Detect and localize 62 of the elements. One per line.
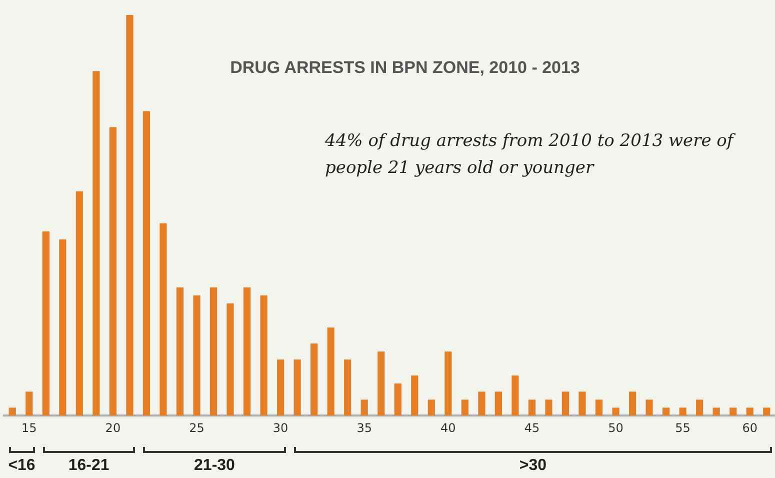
bar (696, 400, 704, 416)
bar (444, 352, 452, 416)
bar (646, 400, 653, 416)
bar (294, 360, 301, 416)
x-tick-label: 40 (440, 420, 456, 435)
bar (360, 400, 368, 416)
bar (243, 287, 251, 416)
bar (109, 127, 116, 416)
bar (277, 360, 284, 416)
bar (394, 384, 402, 416)
bar (8, 408, 16, 416)
bar (26, 392, 33, 416)
bar (176, 287, 184, 416)
bar (310, 343, 318, 416)
bar (763, 408, 770, 416)
bar (679, 408, 686, 416)
text: <16 (7, 457, 36, 475)
bar (746, 408, 754, 416)
bar (160, 223, 167, 416)
bar (76, 191, 83, 416)
text: DRUG ARRESTS IN BPN ZONE, 2010 - 2013 (229, 58, 581, 78)
x-tick-label: 20 (105, 420, 121, 435)
x-tick-label: 50 (608, 420, 624, 435)
text: >30 (518, 457, 548, 475)
bar (428, 400, 435, 416)
x-tick-label: 45 (524, 420, 540, 435)
bar (578, 392, 586, 416)
x-tick-label: 35 (356, 420, 372, 435)
x-tick-label: 30 (272, 420, 288, 435)
x-tick-label: 55 (675, 420, 690, 435)
bar (142, 111, 150, 416)
bar (92, 71, 100, 416)
bar (478, 392, 486, 416)
bar (461, 400, 468, 416)
bar (712, 408, 720, 416)
bar (545, 400, 552, 416)
bar (662, 408, 670, 416)
bar (193, 295, 200, 416)
bar (327, 327, 334, 416)
bar (528, 400, 536, 416)
bar (512, 376, 519, 416)
text: 16-21 (68, 457, 110, 474)
bar (344, 360, 352, 416)
text: 44% of drug arrests from 2010 to 2013 were of people 21 years old or younger (325, 130, 735, 180)
bar (260, 295, 268, 416)
bar (210, 287, 218, 416)
bar (612, 408, 620, 416)
bar (595, 400, 603, 416)
x-tick-label: 15 (22, 420, 37, 435)
bar (42, 231, 50, 416)
bar (59, 239, 66, 416)
bar (378, 352, 385, 416)
x-tick-label: 60 (742, 420, 758, 435)
bar (494, 392, 502, 416)
bar (226, 303, 234, 416)
x-tick-label: 25 (189, 420, 204, 435)
bar (730, 408, 737, 416)
bar (562, 392, 570, 416)
text: 21-30 (193, 457, 236, 475)
bar (628, 392, 636, 416)
bar (126, 15, 134, 416)
bar (411, 376, 418, 416)
